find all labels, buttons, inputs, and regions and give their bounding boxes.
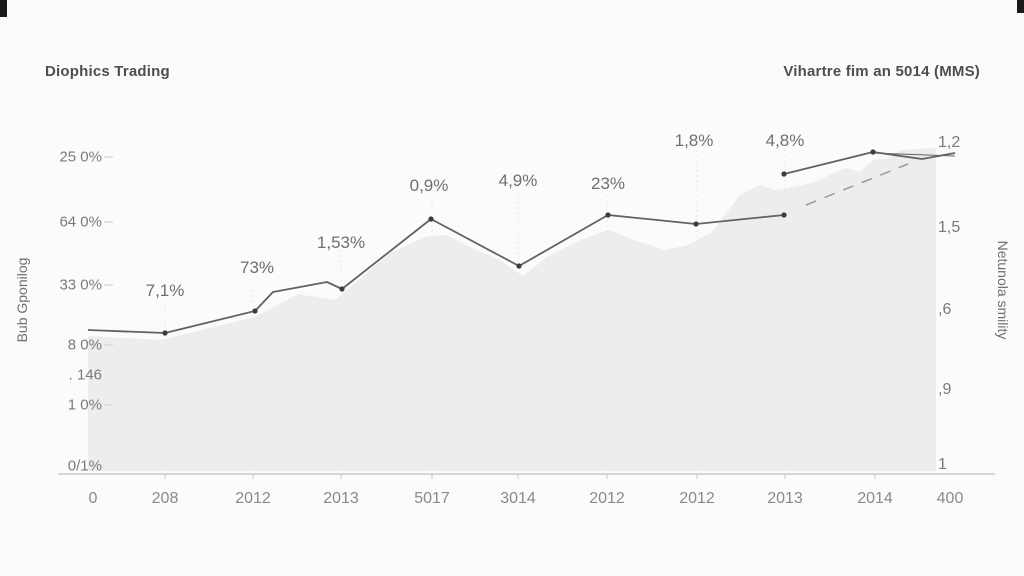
y-tick-label-right: 1,2 — [938, 134, 961, 151]
x-tick-label: 208 — [151, 490, 179, 507]
y-tick-label-left: 33 0% — [59, 276, 102, 294]
series-upper-line-echo — [872, 152, 956, 157]
screen-corner-artifact — [0, 0, 7, 17]
y-tick-label-right: 1 — [938, 456, 947, 473]
chart-title: Diophics Trading — [45, 63, 170, 80]
x-tick-label: 2012 — [589, 490, 625, 507]
y-axis-title-left: Bub Gponilog — [14, 257, 30, 343]
x-tick-label: 2014 — [857, 490, 893, 507]
data-point-marker — [252, 308, 258, 314]
data-label: 0,9% — [409, 176, 449, 195]
y-tick-label-right: 1,5 — [938, 219, 961, 236]
data-point-marker — [781, 212, 787, 218]
data-label: 1,8% — [674, 131, 714, 150]
y-tick-label-left: 64 0% — [59, 213, 102, 231]
y-axis-title-right: Netunola smility — [995, 240, 1011, 340]
y-tick-label-left: 25 0% — [59, 148, 102, 166]
data-point-marker — [693, 221, 699, 227]
series-upper-line — [783, 151, 956, 175]
data-point-marker — [162, 330, 168, 336]
y-tick-label-left: 1 0% — [67, 396, 102, 414]
data-point-marker — [339, 286, 345, 292]
x-tick-label: 400 — [936, 490, 964, 507]
data-point-marker — [605, 212, 611, 218]
y-tick-label-left: 0/1% — [67, 457, 102, 475]
area-fill — [88, 148, 936, 471]
y-tick-label-left: 8 0% — [67, 336, 102, 354]
data-point-marker — [870, 149, 876, 155]
chart-subtitle-right: Vihartre fim an 5014 (MMS) — [783, 63, 980, 80]
x-tick-label: 2012 — [235, 490, 271, 507]
screen-corner-artifact — [1017, 0, 1024, 13]
x-tick-label: 2012 — [679, 490, 715, 507]
data-point-marker — [428, 216, 434, 222]
y-tick-label-right: ,6 — [938, 301, 952, 318]
data-label: 73% — [239, 258, 275, 277]
data-label: 4,9% — [498, 171, 538, 190]
data-label: 7,1% — [145, 281, 185, 300]
data-point-marker — [516, 263, 522, 269]
y-tick-label-right: ,9 — [938, 381, 952, 398]
x-tick-label: 0 — [88, 490, 98, 507]
x-tick-label: 2013 — [767, 490, 803, 507]
y-tick-label-left: . 146 — [68, 366, 102, 384]
data-point-marker — [781, 171, 787, 177]
x-tick-label: 3014 — [500, 490, 536, 507]
x-tick-label: 5017 — [414, 490, 450, 507]
data-label: 23% — [590, 174, 626, 193]
data-label: 1,53% — [316, 233, 366, 252]
x-tick-label: 2013 — [323, 490, 359, 507]
data-label: 4,8% — [765, 131, 805, 150]
